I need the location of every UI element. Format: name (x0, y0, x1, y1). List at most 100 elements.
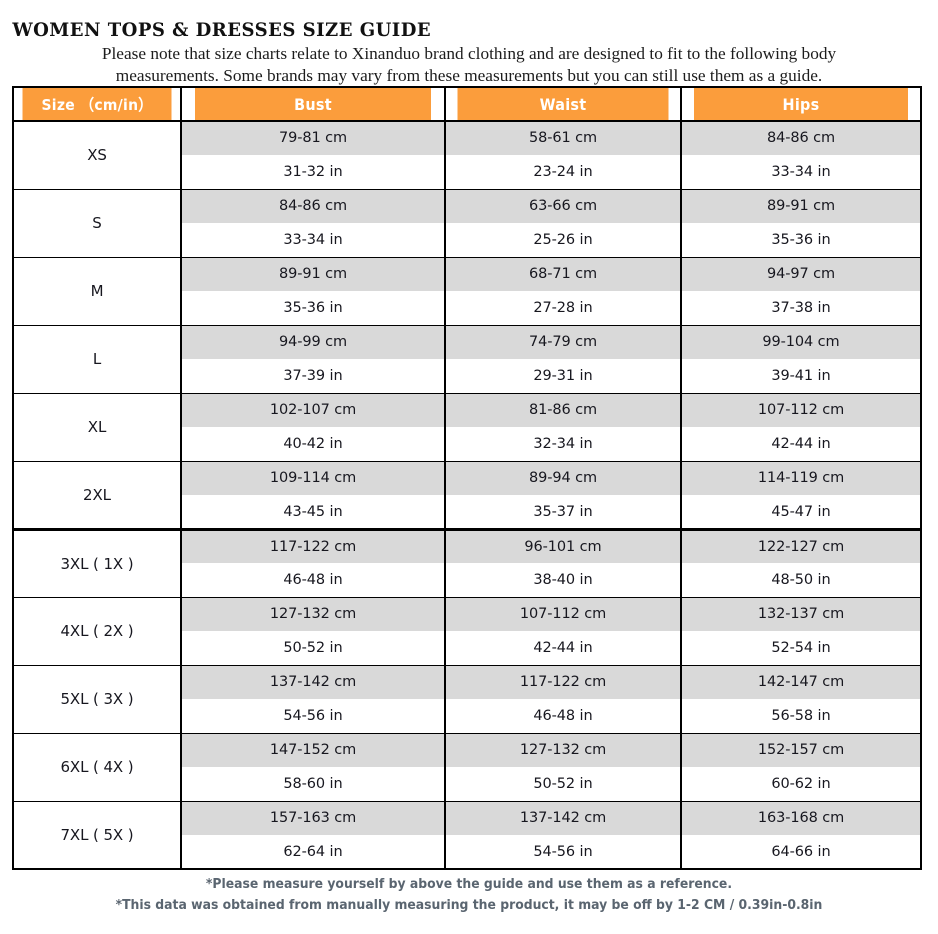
measurement-cell-bust-cm: 79-81 cm (181, 121, 446, 156)
measurement-cell-hips-in: 37-38 in (681, 291, 921, 326)
measurement-cell-waist-in: 27-28 in (445, 291, 682, 326)
measurement-cell-bust-cm: 84-86 cm (181, 189, 446, 224)
header-row: Size （cm/in） Bust Waist Hips (13, 87, 921, 122)
column-header-waist: Waist (456, 87, 671, 122)
table-row: 58-60 in 50-52 in 60-62 in (13, 767, 921, 802)
table-row: 37-39 in 29-31 in 39-41 in (13, 359, 921, 394)
size-label-cell: XL (13, 393, 182, 462)
measurement-cell-hips-in: 39-41 in (681, 359, 921, 394)
measurement-cell-waist-in: 23-24 in (445, 155, 682, 190)
table-row: XS 79-81 cm 58-61 cm 84-86 cm (13, 121, 921, 190)
footnote-line-2: *This data was obtained from manually me… (115, 898, 823, 914)
size-label-cell: 7XL ( 5X ) (13, 801, 182, 869)
measurement-cell-waist-cm: 107-112 cm (445, 597, 682, 632)
table-row: S 84-86 cm 63-66 cm 89-91 cm (13, 189, 921, 258)
table-row: 46-48 in 38-40 in 48-50 in (13, 563, 921, 598)
measurement-cell-bust-in: 58-60 in (181, 767, 446, 802)
size-label-cell: 3XL ( 1X ) (13, 529, 182, 598)
table-row: XL 102-107 cm 81-86 cm 107-112 cm (13, 393, 921, 462)
measurement-cell-hips-in: 45-47 in (681, 495, 921, 531)
measurement-cell-bust-in: 31-32 in (181, 155, 446, 190)
measurement-cell-bust-in: 40-42 in (181, 427, 446, 462)
size-label-cell: S (13, 189, 182, 258)
size-table-container: Size （cm/in） Bust Waist Hips XS 79-81 cm 5… (12, 86, 922, 870)
measurement-cell-waist-in: 35-37 in (445, 495, 682, 531)
measurement-cell-bust-in: 62-64 in (181, 835, 446, 869)
measurement-cell-bust-in: 54-56 in (181, 699, 446, 734)
measurement-cell-waist-in: 46-48 in (445, 699, 682, 734)
measurement-cell-bust-in: 37-39 in (181, 359, 446, 394)
size-label-cell: L (13, 325, 182, 394)
measurement-cell-hips-cm: 89-91 cm (681, 189, 921, 224)
table-row: 50-52 in 42-44 in 52-54 in (13, 631, 921, 666)
table-row: 6XL ( 4X ) 147-152 cm 127-132 cm 152-157 cm (13, 733, 921, 802)
table-row: 2XL 109-114 cm 89-94 cm 114-119 cm (13, 461, 921, 531)
measurement-cell-bust-cm: 94-99 cm (181, 325, 446, 360)
measurement-cell-waist-in: 25-26 in (445, 223, 682, 258)
intro-line-2: measurements. Some brands may vary from … (115, 66, 823, 86)
measurement-cell-hips-in: 48-50 in (681, 563, 921, 598)
measurement-cell-bust-cm: 137-142 cm (181, 665, 446, 700)
measurement-cell-bust-in: 33-34 in (181, 223, 446, 258)
measurement-cell-waist-cm: 89-94 cm (445, 461, 682, 496)
measurement-cell-waist-in: 50-52 in (445, 767, 682, 802)
measurement-cell-waist-cm: 63-66 cm (445, 189, 682, 224)
measurement-cell-bust-in: 50-52 in (181, 631, 446, 666)
measurement-cell-waist-cm: 58-61 cm (445, 121, 682, 156)
table-row: 7XL ( 5X ) 157-163 cm 137-142 cm 163-168 cm (13, 801, 921, 869)
table-row: 43-45 in 35-37 in 45-47 in (13, 495, 921, 531)
table-header: Size （cm/in） Bust Waist Hips (13, 87, 921, 122)
table-row: M 89-91 cm 68-71 cm 94-97 cm (13, 257, 921, 326)
column-header-size: Size （cm/in） (21, 87, 174, 122)
measurement-cell-hips-cm: 99-104 cm (681, 325, 921, 360)
measurement-cell-waist-in: 38-40 in (445, 563, 682, 598)
measurement-cell-waist-in: 42-44 in (445, 631, 682, 666)
table-row: L 94-99 cm 74-79 cm 99-104 cm (13, 325, 921, 394)
size-label-cell: 4XL ( 2X ) (13, 597, 182, 666)
size-label-cell: XS (13, 121, 182, 190)
measurement-cell-hips-in: 56-58 in (681, 699, 921, 734)
column-header-hips: Hips (693, 87, 909, 122)
measurement-cell-bust-cm: 109-114 cm (181, 461, 446, 496)
measurement-cell-hips-in: 42-44 in (681, 427, 921, 462)
table-row: 33-34 in 25-26 in 35-36 in (13, 223, 921, 258)
measurement-cell-waist-in: 32-34 in (445, 427, 682, 462)
table-row: 35-36 in 27-28 in 37-38 in (13, 291, 921, 326)
footnote-line-1: *Please measure yourself by above the gu… (205, 877, 733, 892)
measurement-cell-waist-cm: 68-71 cm (445, 257, 682, 292)
measurement-cell-hips-in: 33-34 in (681, 155, 921, 190)
table-row: 5XL ( 3X ) 137-142 cm 117-122 cm 142-147 cm (13, 665, 921, 734)
measurement-cell-bust-cm: 89-91 cm (181, 257, 446, 292)
measurement-cell-hips-in: 64-66 in (681, 835, 921, 869)
measurement-cell-hips-cm: 132-137 cm (681, 597, 921, 632)
table-row: 3XL ( 1X ) 117-122 cm 96-101 cm 122-127 cm (13, 529, 921, 598)
measurement-cell-hips-in: 60-62 in (681, 767, 921, 802)
measurement-cell-hips-cm: 114-119 cm (681, 461, 921, 496)
measurement-cell-hips-in: 52-54 in (681, 631, 921, 666)
measurement-cell-bust-in: 35-36 in (181, 291, 446, 326)
measurement-cell-bust-cm: 102-107 cm (181, 393, 446, 428)
column-header-bust: Bust (194, 87, 433, 122)
intro-paragraph: Please note that size charts relate to X… (0, 41, 938, 87)
measurement-cell-waist-in: 54-56 in (445, 835, 682, 869)
measurement-cell-waist-in: 29-31 in (445, 359, 682, 394)
measurement-cell-waist-cm: 74-79 cm (445, 325, 682, 360)
measurement-cell-hips-cm: 84-86 cm (681, 121, 921, 156)
measurement-cell-bust-cm: 157-163 cm (181, 801, 446, 836)
measurement-cell-hips-in: 35-36 in (681, 223, 921, 258)
size-label-cell: 2XL (13, 461, 182, 531)
table-row: 62-64 in 54-56 in 64-66 in (13, 835, 921, 869)
measurement-cell-bust-in: 43-45 in (181, 495, 446, 531)
measurement-cell-hips-cm: 122-127 cm (681, 529, 921, 564)
measurement-cell-waist-cm: 117-122 cm (445, 665, 682, 700)
size-chart-table: Size （cm/in） Bust Waist Hips XS 79-81 cm 5… (12, 86, 922, 870)
table-body: XS 79-81 cm 58-61 cm 84-86 cm 31-32 in 23-24 … (13, 121, 921, 869)
page-title: WOMEN TOPS & DRESSES SIZE GUIDE (12, 19, 432, 41)
size-label-cell: 5XL ( 3X ) (13, 665, 182, 734)
measurement-cell-bust-in: 46-48 in (181, 563, 446, 598)
table-row: 40-42 in 32-34 in 42-44 in (13, 427, 921, 462)
table-row: 4XL ( 2X ) 127-132 cm 107-112 cm 132-137 cm (13, 597, 921, 666)
measurement-cell-bust-cm: 147-152 cm (181, 733, 446, 768)
measurement-cell-bust-cm: 127-132 cm (181, 597, 446, 632)
